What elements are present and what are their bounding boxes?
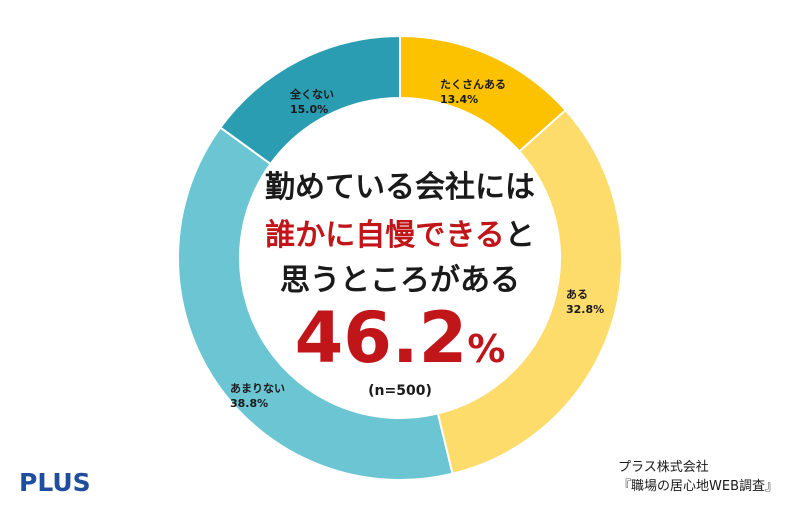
sample-size: (n=500) bbox=[368, 383, 432, 399]
slice-labels: たくさんある 13.4% ある 32.8% あまりない 38.8% 全くない 15.0% bbox=[230, 78, 604, 410]
slice-category-label: ある bbox=[566, 288, 588, 301]
headline-number: 46.2 bbox=[295, 297, 468, 379]
center-line-2-highlight: 誰かに自慢できる bbox=[265, 218, 504, 253]
slice-category-label: たくさんある bbox=[440, 78, 506, 91]
center-line-2: 誰かに自慢できると bbox=[265, 218, 534, 253]
source-company: プラス株式会社 bbox=[618, 460, 709, 475]
slice-value-label: 32.8% bbox=[566, 303, 604, 316]
headline-unit: % bbox=[467, 327, 505, 371]
slice-value-label: 38.8% bbox=[230, 397, 268, 410]
headline-percentage: 46.2% bbox=[295, 297, 506, 379]
center-line-1: 勤めている会社には bbox=[265, 170, 535, 205]
donut-slice bbox=[436, 108, 623, 475]
source-note: プラス株式会社 『職場の居心地WEB調査』 bbox=[618, 458, 778, 496]
center-line-3: 思うところがある bbox=[280, 263, 520, 298]
source-survey: 『職場の居心地WEB調査』 bbox=[618, 479, 778, 494]
slice-value-label: 13.4% bbox=[440, 93, 478, 106]
donut-slice bbox=[177, 126, 454, 481]
slice-category-label: あまりない bbox=[230, 382, 285, 395]
center-caption: 勤めている会社には 誰かに自慢できると 思うところがある 46.2% (n=50… bbox=[265, 170, 535, 399]
slice-value-label: 15.0% bbox=[290, 103, 328, 116]
donut-slice bbox=[219, 34, 401, 166]
plus-logo: PLUS bbox=[19, 468, 91, 497]
donut-slices bbox=[177, 34, 623, 481]
slice-category-label: 全くない bbox=[289, 87, 334, 101]
center-line-2-suffix: と bbox=[505, 218, 535, 253]
